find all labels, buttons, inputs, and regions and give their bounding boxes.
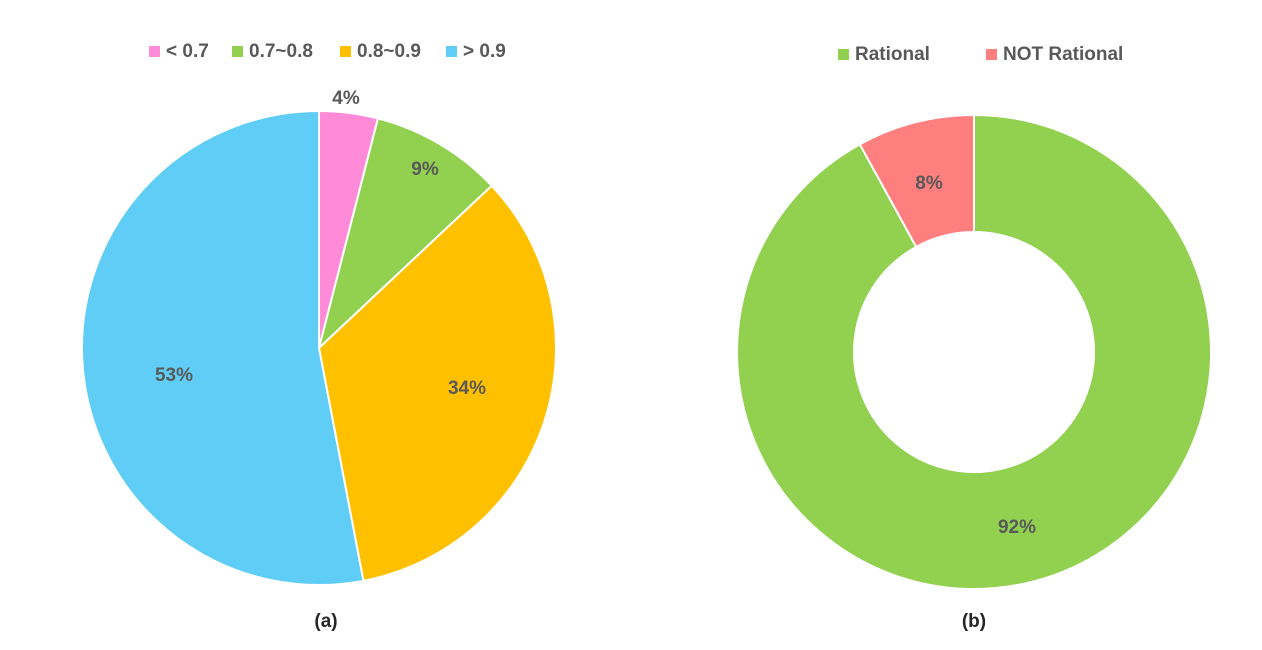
data-label-a-0-7: 4%	[332, 88, 360, 109]
pie-chart-a: < 0.7 0.7~0.8 0.8~0.9 > 0.9 4% 9% 34% 53% (a)	[81, 41, 557, 632]
legend-swatch-a-0-7	[149, 46, 160, 57]
data-label-a-0-7-0-8: 9%	[411, 159, 439, 180]
slice-a-0-8-0-9	[317, 184, 557, 582]
slice-a-0-7-0-8	[317, 117, 494, 352]
legend-a: < 0.7 0.7~0.8 0.8~0.9 > 0.9	[149, 41, 506, 62]
legend-swatch-a-0-9	[446, 46, 457, 57]
pie-data-labels-a: 4% 9% 34% 53%	[155, 88, 486, 399]
legend-label-b-not-rational: NOT Rational	[1003, 44, 1123, 65]
legend-swatch-b-not-rational	[986, 49, 997, 60]
legend-swatch-a-0-7-0-8	[232, 46, 243, 57]
legend-label-a-0-7-0-8: 0.7~0.8	[249, 41, 313, 62]
data-label-a-0-8-0-9: 34%	[448, 378, 486, 399]
legend-item-a-0-9: > 0.9	[446, 41, 506, 62]
legend-swatch-a-0-8-0-9	[340, 46, 351, 57]
legend-swatch-b-rational	[838, 49, 849, 60]
slice-b-rational	[736, 113, 1212, 590]
legend-item-b-rational: Rational	[838, 44, 930, 65]
legend-item-a-0-7: < 0.7	[149, 41, 209, 62]
doughnut-slices-b	[736, 113, 1212, 590]
data-label-b-rational: 92%	[998, 517, 1036, 538]
doughnut-data-labels-b: 92% 8%	[915, 173, 1036, 538]
legend-label-a-0-7: < 0.7	[166, 41, 209, 62]
legend-label-a-0-8-0-9: 0.8~0.9	[357, 41, 421, 62]
legend-item-a-0-7-0-8: 0.7~0.8	[232, 41, 313, 62]
data-label-a-0-9: 53%	[155, 365, 193, 386]
slice-b-not-rational	[858, 113, 975, 249]
legend-label-b-rational: Rational	[855, 44, 930, 65]
doughnut-chart-b: Rational NOT Rational 92% 8% (b)	[736, 44, 1212, 632]
caption-a: (a)	[314, 611, 337, 632]
legend-item-a-0-8-0-9: 0.8~0.9	[340, 41, 421, 62]
legend-b: Rational NOT Rational	[838, 44, 1123, 65]
legend-item-b-not-rational: NOT Rational	[986, 44, 1123, 65]
data-label-b-not-rational: 8%	[915, 173, 943, 194]
caption-b: (b)	[962, 611, 986, 632]
pie-slices-a	[81, 109, 557, 586]
slice-a-0-9	[81, 109, 365, 586]
legend-label-a-0-9: > 0.9	[463, 41, 506, 62]
